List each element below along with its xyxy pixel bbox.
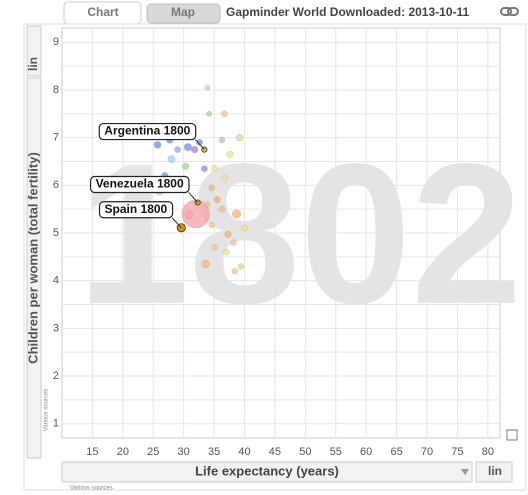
bubble <box>211 244 218 251</box>
x-tick-label: 20 <box>117 446 129 458</box>
bubble <box>200 165 208 173</box>
bubble-label: Venezuela 1800 <box>89 175 199 203</box>
x-tick-label: 45 <box>269 446 281 458</box>
bubble <box>196 139 203 146</box>
x-tick-label: 60 <box>360 446 372 458</box>
x-tick-label: 35 <box>208 446 220 458</box>
link-icon[interactable] <box>500 7 519 16</box>
bubble <box>208 184 215 191</box>
bubble <box>201 259 210 269</box>
label-box <box>89 175 190 194</box>
frame <box>23 23 527 491</box>
y-tick-label: 3 <box>53 322 59 334</box>
bubble <box>190 145 199 154</box>
bubble <box>221 110 228 118</box>
bubble <box>226 150 234 158</box>
y-tick-label: 6 <box>53 179 59 191</box>
bubble <box>241 224 248 232</box>
bubble <box>232 209 242 219</box>
zoom-button[interactable] <box>506 429 518 441</box>
bubble <box>235 133 244 142</box>
y-tick-label: 5 <box>53 227 59 239</box>
label-text: Spain 1800 <box>105 202 168 216</box>
bubble-label: Spain 1800 <box>98 201 182 229</box>
label-leader <box>188 192 199 203</box>
y-scale-button[interactable] <box>26 25 42 77</box>
x-tick-label: 40 <box>238 446 250 458</box>
x-tick-label: 75 <box>451 446 463 458</box>
map-tab[interactable] <box>146 3 221 24</box>
map-tab-label[interactable]: Map <box>171 5 195 19</box>
label-leader <box>194 139 205 150</box>
bubble <box>208 221 215 229</box>
bubble <box>183 143 193 152</box>
y-tick-label: 2 <box>53 370 59 382</box>
bubble <box>231 267 238 275</box>
bubble <box>174 146 181 153</box>
dropdown-arrow[interactable] <box>461 469 469 475</box>
label-box <box>98 122 197 141</box>
x-tick-label: 80 <box>482 446 494 458</box>
x-scale-label[interactable]: lin <box>488 464 502 478</box>
x-tick-label: 70 <box>421 446 433 458</box>
year-watermark: 1802 <box>78 123 523 346</box>
x-tick-label: 25 <box>147 446 159 458</box>
bubble <box>237 263 245 270</box>
y-tick-label: 8 <box>53 84 59 96</box>
y-axis-selector[interactable] <box>26 77 42 459</box>
y-source: Various sources <box>44 389 50 432</box>
x-axis-title[interactable]: Life expectancy (years) <box>195 463 339 478</box>
bubble <box>218 205 226 213</box>
label-leader <box>171 217 182 229</box>
x-axis-selector[interactable] <box>61 461 473 483</box>
x-tick-label: 30 <box>178 446 190 458</box>
bubble <box>206 110 213 117</box>
bubble <box>224 230 232 238</box>
y-tick-label: 7 <box>53 132 59 144</box>
x-tick-label: 55 <box>330 446 342 458</box>
bubble <box>167 155 176 163</box>
bubble <box>153 140 162 149</box>
bubble <box>218 136 226 144</box>
bubble <box>222 248 230 256</box>
x-source: Various sources <box>70 486 113 492</box>
label-box <box>98 201 174 219</box>
x-scale-button[interactable] <box>475 461 513 483</box>
label-text: Venezuela 1800 <box>96 177 184 191</box>
bubble <box>230 239 237 246</box>
bubble-label: Argentina 1800 <box>98 122 205 150</box>
bubble <box>204 84 211 91</box>
y-axis-title[interactable]: Children per woman (total fertility) <box>25 152 40 364</box>
y-tick-label: 4 <box>53 275 59 287</box>
chart-tab-label[interactable]: Chart <box>87 5 118 19</box>
x-tick-label: 50 <box>299 446 311 458</box>
x-tick-label: 15 <box>86 446 98 458</box>
page-title: Gapminder World Downloaded: 2013-10-11 <box>226 5 469 19</box>
y-tick-label: 1 <box>53 418 59 430</box>
label-text: Argentina 1800 <box>104 124 190 138</box>
bubble <box>213 196 221 204</box>
x-tick-label: 65 <box>390 446 402 458</box>
bubble <box>211 165 219 173</box>
bubble <box>184 210 194 220</box>
bubble <box>181 162 190 170</box>
bubble <box>204 201 211 208</box>
bubble <box>221 174 228 182</box>
y-scale-label[interactable]: lin <box>26 57 40 71</box>
y-tick-label: 9 <box>53 36 59 48</box>
